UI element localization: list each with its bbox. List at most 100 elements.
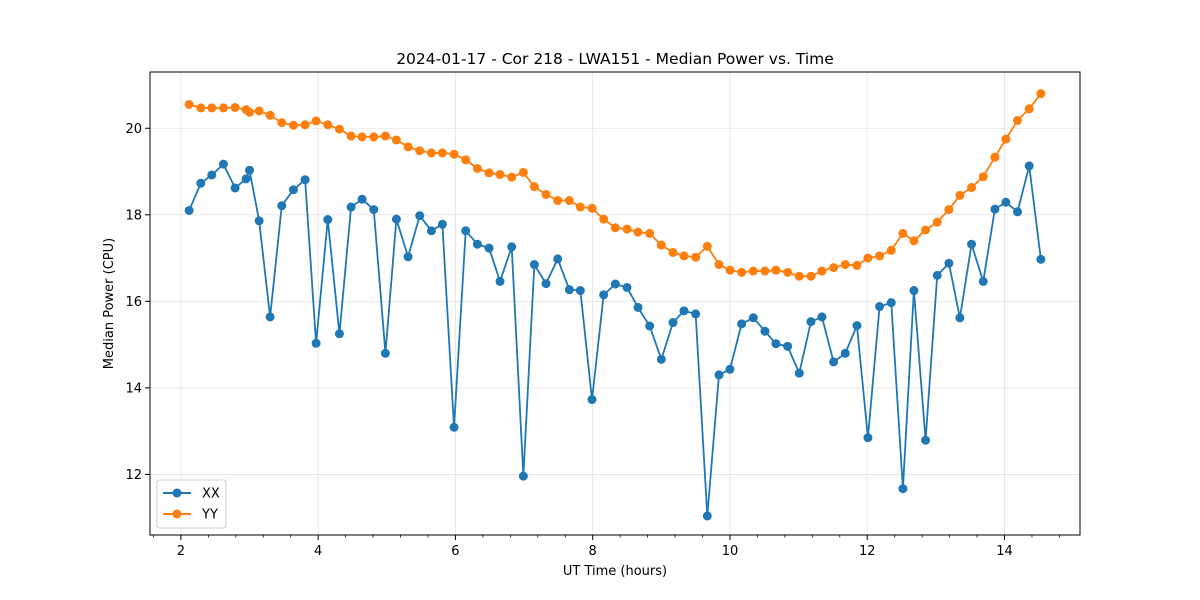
data-point-yy xyxy=(518,167,528,177)
data-point-xx xyxy=(380,348,390,358)
data-point-xx xyxy=(622,282,632,292)
data-point-xx xyxy=(507,242,517,252)
legend-marker-yy xyxy=(172,509,182,519)
data-point-xx xyxy=(265,312,275,322)
data-point-xx xyxy=(575,286,585,296)
data-point-xx xyxy=(610,279,620,289)
data-point-yy xyxy=(806,271,816,281)
y-tick-label: 14 xyxy=(125,381,142,396)
data-point-xx xyxy=(184,205,194,215)
y-tick-label: 12 xyxy=(125,468,142,483)
data-point-xx xyxy=(679,306,689,316)
data-point-yy xyxy=(1036,89,1046,99)
data-point-xx xyxy=(369,205,379,215)
data-point-xx xyxy=(921,435,931,445)
data-point-yy xyxy=(967,183,977,193)
x-tick-label: 10 xyxy=(722,544,739,559)
data-point-xx xyxy=(472,239,482,249)
data-point-xx xyxy=(967,239,977,249)
data-point-yy xyxy=(507,172,517,182)
data-point-xx xyxy=(886,298,896,308)
data-point-xx xyxy=(346,202,356,212)
data-point-yy xyxy=(955,190,965,200)
data-point-xx xyxy=(932,270,942,280)
data-point-yy xyxy=(633,227,643,237)
data-point-yy xyxy=(472,163,482,173)
data-point-xx xyxy=(817,312,827,322)
data-point-yy xyxy=(1024,104,1034,114)
data-point-yy xyxy=(760,266,770,276)
data-point-yy xyxy=(714,260,724,270)
x-tick-label: 4 xyxy=(314,544,322,559)
data-point-yy xyxy=(461,155,471,165)
data-point-yy xyxy=(1013,115,1023,125)
data-point-xx xyxy=(806,317,816,327)
data-point-yy xyxy=(254,106,264,116)
data-point-yy xyxy=(679,251,689,261)
data-point-yy xyxy=(932,217,942,227)
data-point-yy xyxy=(357,132,367,142)
y-tick-label: 20 xyxy=(125,122,142,137)
data-point-yy xyxy=(575,202,585,212)
data-point-xx xyxy=(760,326,770,336)
x-axis-label: UT Time (hours) xyxy=(563,564,667,579)
data-point-yy xyxy=(817,266,827,276)
data-point-yy xyxy=(495,170,505,180)
data-point-xx xyxy=(288,185,298,195)
y-tick-label: 18 xyxy=(125,208,142,223)
data-point-xx xyxy=(357,194,367,204)
data-point-xx xyxy=(230,183,240,193)
data-point-yy xyxy=(437,148,447,158)
data-point-yy xyxy=(921,225,931,235)
data-point-xx xyxy=(518,471,528,481)
data-point-yy xyxy=(426,148,436,158)
data-point-xx xyxy=(461,226,471,236)
data-point-xx xyxy=(196,178,206,188)
data-point-xx xyxy=(702,511,712,521)
data-point-xx xyxy=(645,321,655,331)
data-point-xx xyxy=(771,339,781,349)
x-axis-ticks: 2 4 6 8 10 12 14 xyxy=(153,535,1060,559)
data-point-xx xyxy=(990,204,1000,214)
data-point-xx xyxy=(909,286,919,296)
data-point-yy xyxy=(184,99,194,109)
data-point-yy xyxy=(978,172,988,182)
data-point-yy xyxy=(852,260,862,270)
grid-lines xyxy=(150,72,1080,535)
data-point-yy xyxy=(484,168,494,178)
data-point-xx xyxy=(748,313,758,323)
data-point-xx xyxy=(599,290,609,300)
data-point-yy xyxy=(415,146,425,156)
data-point-yy xyxy=(1001,134,1011,144)
data-point-xx xyxy=(403,252,413,262)
data-point-yy xyxy=(265,110,275,120)
data-point-yy xyxy=(391,135,401,145)
data-point-yy xyxy=(886,245,896,255)
data-point-xx xyxy=(541,279,551,289)
legend: XX YY xyxy=(156,479,227,529)
data-point-yy xyxy=(656,240,666,250)
data-point-yy xyxy=(691,252,701,262)
data-point-xx xyxy=(415,211,425,221)
data-point-xx xyxy=(218,159,228,169)
data-point-xx xyxy=(714,370,724,380)
legend-entry-xx: XX xyxy=(163,487,220,502)
data-point-xx xyxy=(426,226,436,236)
data-point-xx xyxy=(829,357,839,367)
data-point-yy xyxy=(587,203,597,213)
data-point-yy xyxy=(300,120,310,130)
data-point-xx xyxy=(1036,254,1046,264)
y-axis-ticks: 12 14 16 18 20 xyxy=(125,122,150,483)
data-point-yy xyxy=(449,149,459,159)
data-point-yy xyxy=(771,265,781,275)
data-point-yy xyxy=(541,189,551,199)
data-point-xx xyxy=(852,321,862,331)
data-point-yy xyxy=(622,224,632,234)
data-point-yy xyxy=(702,241,712,251)
data-point-xx xyxy=(334,329,344,339)
legend-label-xx: XX xyxy=(202,487,220,502)
data-point-yy xyxy=(737,267,747,277)
data-point-yy xyxy=(346,131,356,141)
legend-marker-xx xyxy=(172,488,182,498)
